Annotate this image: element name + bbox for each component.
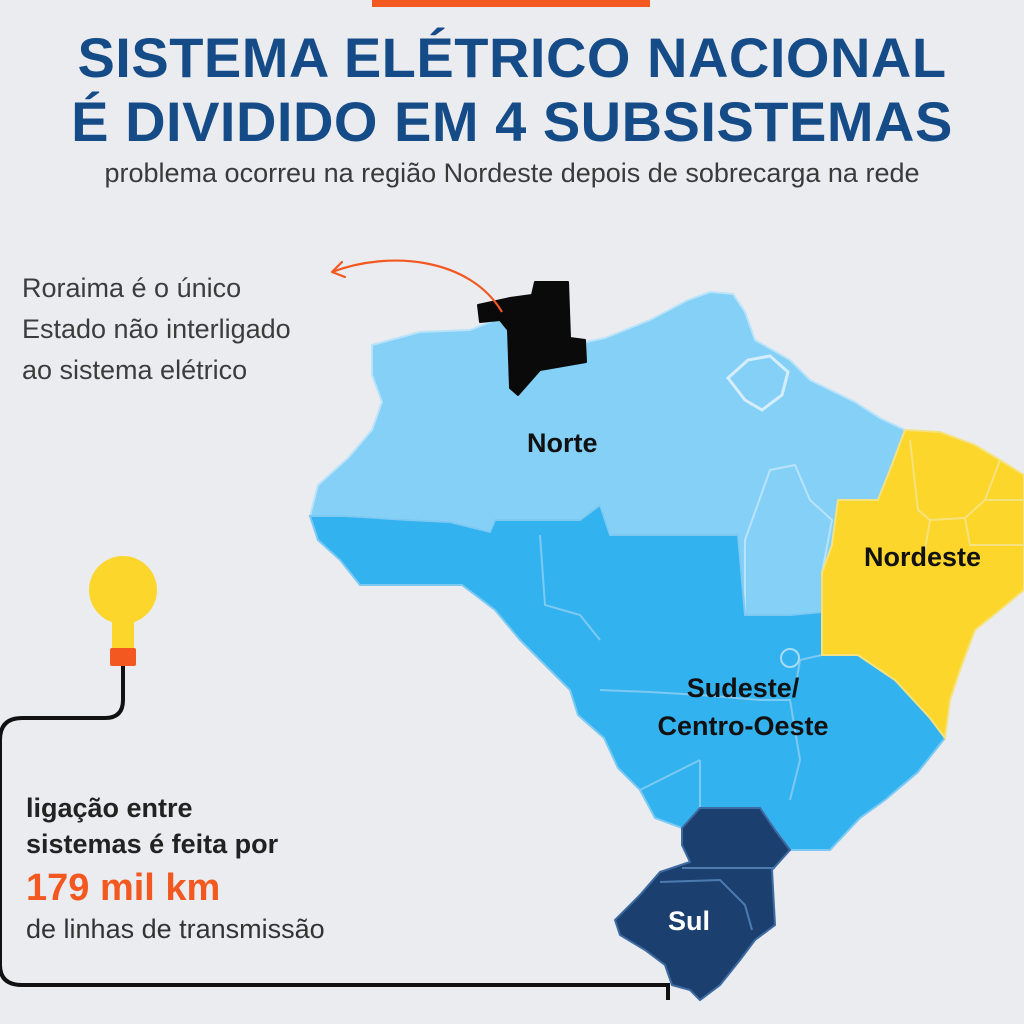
- accent-bar: [372, 0, 650, 7]
- info-number: 179 mil km: [26, 867, 221, 909]
- page-subtitle: problema ocorreu na região Nordeste depo…: [104, 158, 920, 188]
- roraima-line-3: ao sistema elétrico: [22, 355, 248, 385]
- transmission-info: ligação entre sistemas é feita por 179 m…: [26, 790, 406, 946]
- region-nordeste: [821, 428, 1024, 741]
- state-borders-nordeste: [909, 439, 1024, 551]
- label-norte: Norte: [527, 428, 598, 458]
- region-sudeste-centro-oeste: [308, 503, 947, 851]
- region-roraima: [477, 281, 587, 396]
- title-line-1: SISTEMA ELÉTRICO NACIONAL: [77, 26, 947, 89]
- region-sul: [613, 807, 792, 1002]
- info-heading: ligação entre sistemas é feita por: [26, 790, 406, 862]
- label-sul: Sul: [668, 906, 711, 936]
- label-sudeste-line-2: Centro-Oeste: [657, 711, 829, 741]
- cable-line: [0, 666, 670, 1000]
- roraima-annotation: Roraima é o único Estado não interligado…: [22, 268, 382, 391]
- label-sudeste-line-1: Sudeste/: [686, 673, 800, 703]
- page-title: SISTEMA ELÉTRICO NACIONAL É DIVIDIDO EM …: [0, 26, 1024, 154]
- light-bulb-icon: [89, 556, 157, 666]
- roraima-line-1: Roraima é o único: [22, 273, 242, 303]
- title-line-2: É DIVIDIDO EM 4 SUBSISTEMAS: [71, 90, 953, 153]
- curved-arrow-icon: [331, 259, 503, 313]
- info-line-2: sistemas é feita por: [26, 829, 279, 859]
- label-sudeste-centro-oeste: Sudeste/ Centro-Oeste: [638, 669, 848, 745]
- arrow-head-icon: [330, 260, 347, 279]
- federal-district: [780, 648, 800, 668]
- label-nordeste: Nordeste: [864, 542, 982, 572]
- state-borders-sul: [659, 867, 775, 931]
- info-line-1: ligação entre: [26, 793, 193, 823]
- region-norte-amapa: [725, 354, 790, 412]
- state-borders-sudeste: [539, 534, 823, 808]
- roraima-line-2: Estado não interligado: [22, 314, 291, 344]
- info-line-3: de linhas de transmissão: [26, 914, 325, 944]
